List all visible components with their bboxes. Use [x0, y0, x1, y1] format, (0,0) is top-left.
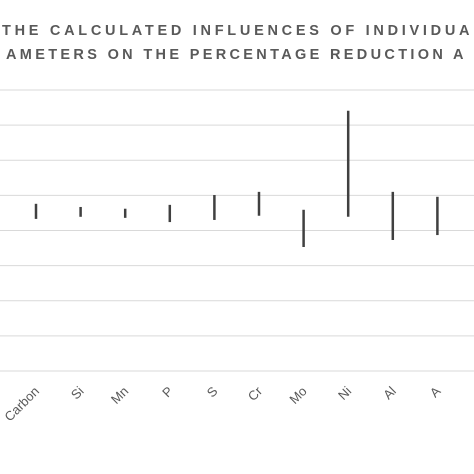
x-tick-label: Mo	[286, 384, 309, 407]
x-tick-label: Al	[380, 383, 399, 402]
x-tick-label: Carbon	[1, 384, 42, 425]
x-tick-label: S	[204, 383, 221, 400]
x-tick-label: P	[159, 384, 176, 401]
x-tick-label: Si	[68, 383, 87, 402]
chart-title: THE CALCULATED INFLUENCES OF INDIVIDUA	[2, 23, 472, 39]
chart-title: AMETERS ON THE PERCENTAGE REDUCTION A	[6, 47, 466, 63]
x-tick-label: A	[427, 383, 444, 400]
x-tick-label: Mn	[108, 384, 131, 407]
x-tick-label: Cr	[245, 383, 266, 404]
x-tick-label: Ni	[335, 383, 354, 402]
